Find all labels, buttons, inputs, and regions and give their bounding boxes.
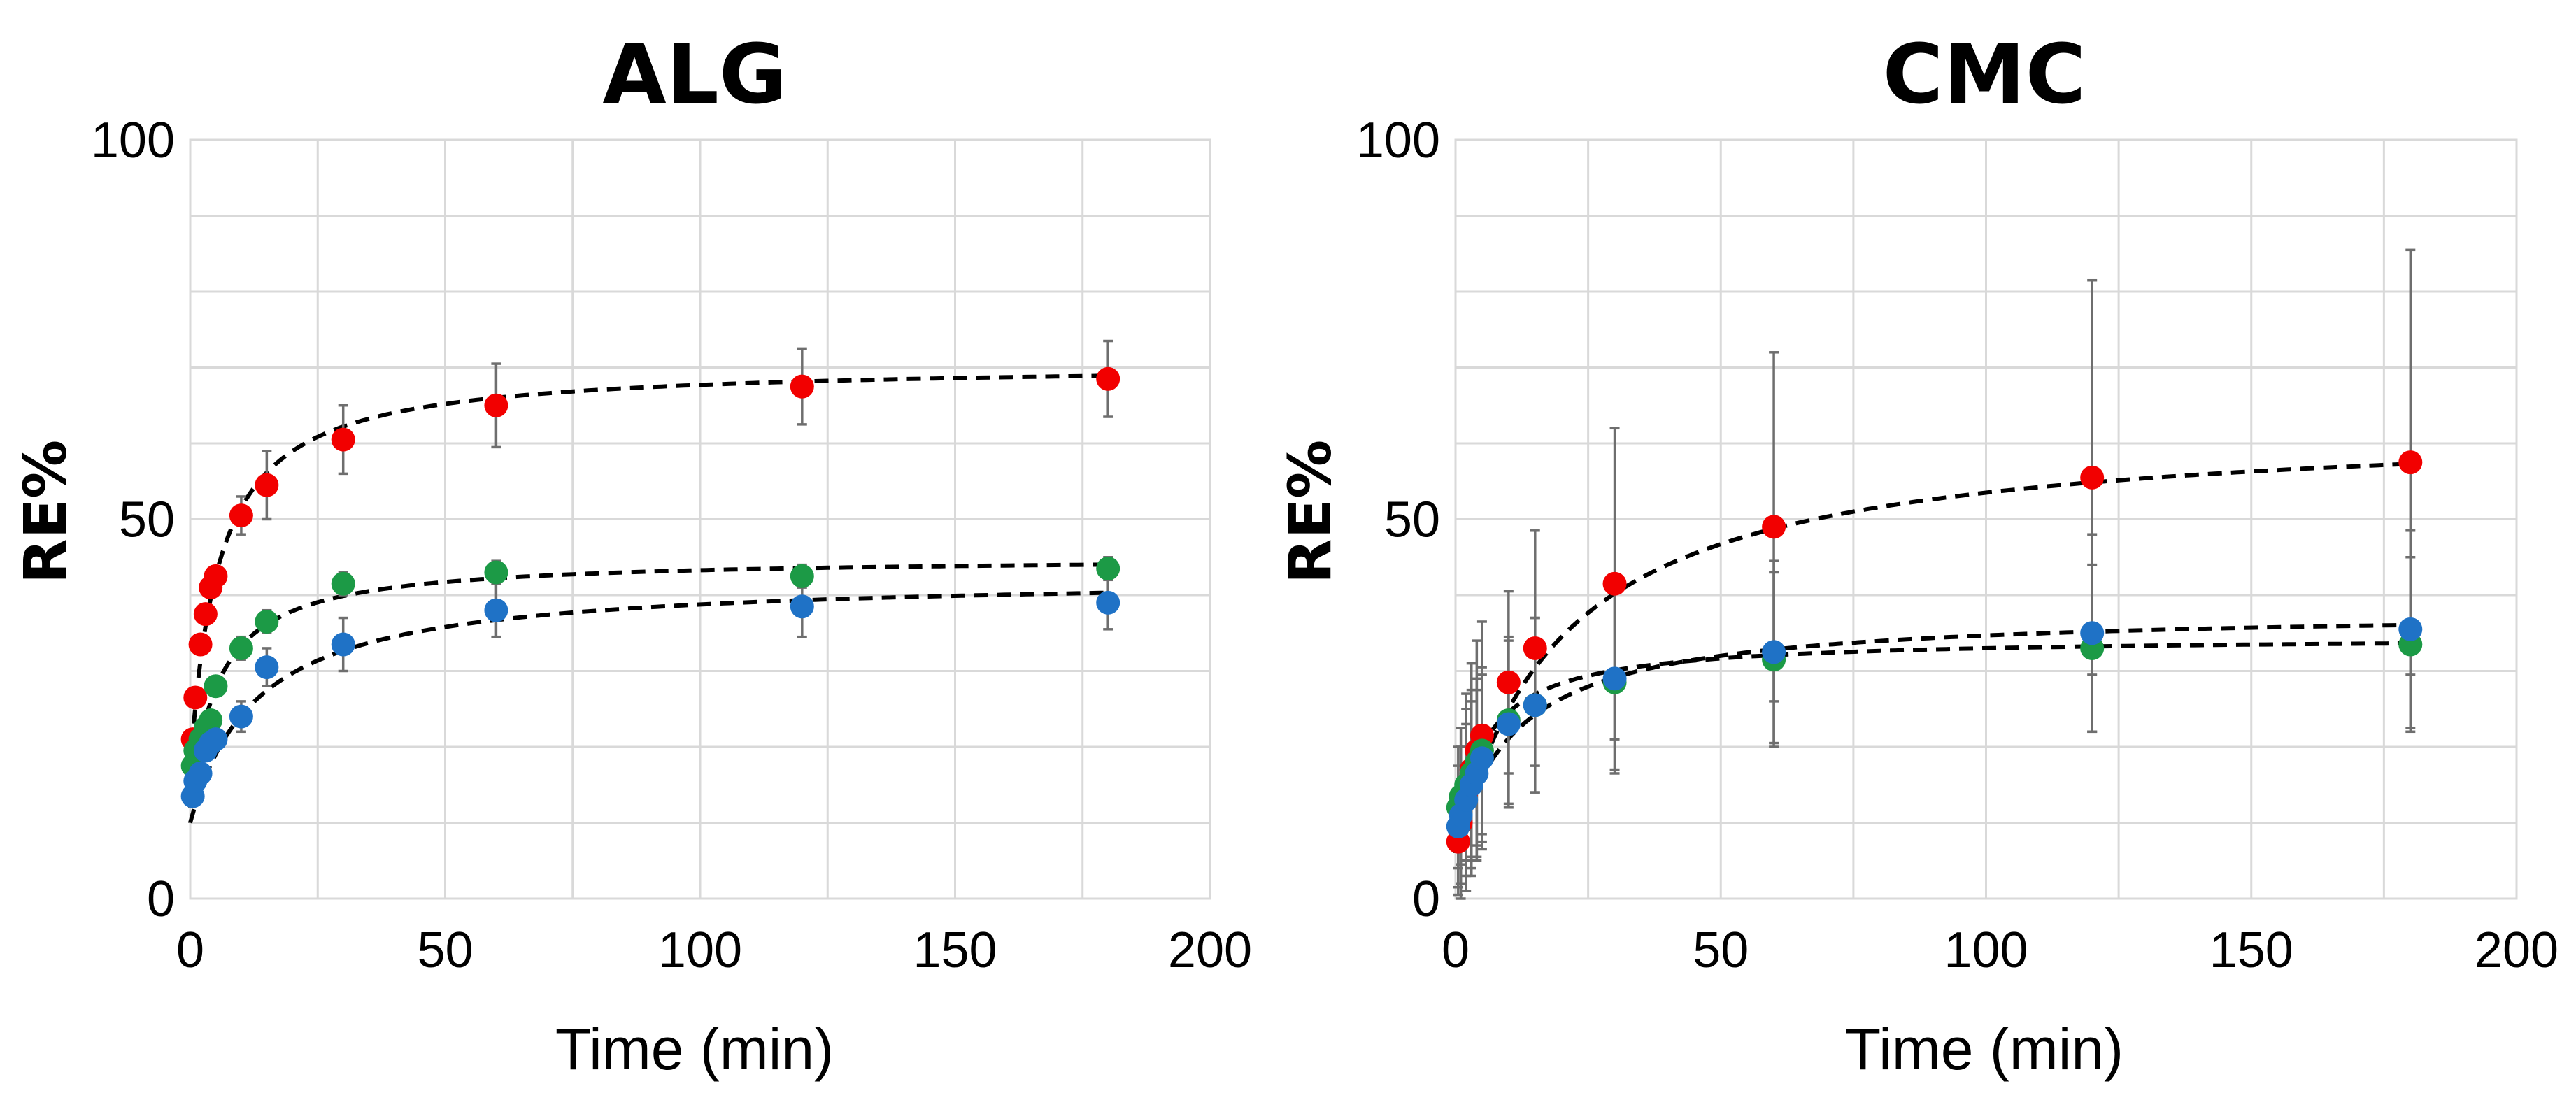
cmc-error-bars bbox=[1453, 248, 2416, 900]
alg-point-group-3 bbox=[188, 761, 213, 785]
cmc-fit-curve-group-2 bbox=[1453, 641, 2411, 838]
alg-point-group-1 bbox=[484, 393, 508, 417]
cmc-x-tick-label: 0 bbox=[1442, 922, 1470, 978]
cmc-x-axis-label: Time (min) bbox=[1845, 1016, 2123, 1082]
alg-point-group-3 bbox=[331, 632, 355, 657]
cmc-y-tick-label: 100 bbox=[1356, 113, 1440, 169]
alg-y-tick-label: 50 bbox=[119, 492, 175, 548]
cmc-point-group-1 bbox=[1496, 670, 1521, 694]
cmc-point-group-1 bbox=[2398, 450, 2423, 475]
cmc-fit-curve-group-1 bbox=[1453, 462, 2411, 854]
cmc-point-group-3 bbox=[2398, 617, 2423, 641]
cmc-point-group-1 bbox=[1523, 636, 1547, 660]
alg-point-group-3 bbox=[1096, 590, 1120, 615]
alg-point-group-2 bbox=[229, 636, 253, 660]
cmc-x-tick-label: 200 bbox=[2475, 922, 2559, 978]
alg-point-group-2 bbox=[331, 571, 355, 596]
alg-x-axis-label: Time (min) bbox=[555, 1016, 834, 1082]
cmc-fit-curve-group-3 bbox=[1453, 622, 2411, 846]
alg-point-group-3 bbox=[790, 594, 814, 619]
alg-point-group-2 bbox=[199, 708, 223, 733]
alg-point-group-2 bbox=[1096, 557, 1120, 581]
alg-point-group-1 bbox=[193, 602, 218, 627]
cmc-plot-frame bbox=[1454, 138, 2518, 900]
cmc-y-tick-label: 50 bbox=[1384, 492, 1440, 548]
cmc-point-group-1 bbox=[1602, 571, 1627, 596]
alg-point-group-3 bbox=[204, 727, 228, 752]
alg-x-tick-label: 150 bbox=[913, 922, 997, 978]
alg-chart-title: ALG bbox=[602, 26, 786, 122]
alg-plot-frame bbox=[189, 138, 1211, 900]
cmc-chart-panel: CMC Time (min) RE% 0 50 100 0 50 100 150 200 bbox=[1276, 26, 2559, 1082]
alg-point-group-3 bbox=[484, 598, 508, 622]
cmc-point-group-3 bbox=[1496, 712, 1521, 736]
cmc-fit-curves bbox=[1453, 462, 2411, 854]
alg-x-tick-label: 200 bbox=[1168, 922, 1252, 978]
alg-point-group-1 bbox=[188, 632, 213, 657]
cmc-chart-title: CMC bbox=[1883, 26, 2086, 122]
alg-chart-panel: ALG Time (min) RE% 0 50 100 0 50 100 150 200 bbox=[11, 26, 1252, 1082]
alg-point-group-2 bbox=[204, 674, 228, 699]
cmc-point-group-3 bbox=[1602, 666, 1627, 691]
cmc-y-axis-label: RE% bbox=[1276, 440, 1344, 584]
alg-fit-curve-group-1 bbox=[188, 373, 1109, 770]
alg-point-group-2 bbox=[255, 609, 279, 634]
alg-data-points bbox=[180, 366, 1120, 808]
cmc-x-tick-label: 50 bbox=[1693, 922, 1749, 978]
cmc-point-group-1 bbox=[1762, 515, 1786, 539]
alg-point-group-3 bbox=[229, 704, 253, 729]
alg-point-group-1 bbox=[255, 473, 279, 497]
alg-point-group-1 bbox=[183, 685, 208, 710]
alg-point-group-1 bbox=[1096, 366, 1120, 391]
cmc-grid bbox=[1454, 138, 2518, 900]
cmc-data-points bbox=[1446, 450, 2423, 854]
alg-y-axis-label: RE% bbox=[11, 440, 80, 584]
alg-point-group-2 bbox=[790, 564, 814, 588]
alg-x-tick-label: 0 bbox=[176, 922, 204, 978]
cmc-point-group-3 bbox=[2080, 621, 2105, 645]
alg-point-group-2 bbox=[484, 560, 508, 585]
alg-tick-labels: 0 50 100 0 50 100 150 200 bbox=[91, 113, 1252, 978]
alg-x-tick-label: 50 bbox=[417, 922, 473, 978]
alg-point-group-1 bbox=[790, 374, 814, 399]
alg-point-group-1 bbox=[229, 503, 253, 528]
alg-point-group-1 bbox=[331, 427, 355, 452]
alg-y-tick-label: 100 bbox=[91, 113, 175, 169]
cmc-tick-labels: 0 50 100 0 50 100 150 200 bbox=[1356, 113, 2559, 978]
alg-y-tick-label: 0 bbox=[147, 871, 175, 927]
alg-point-group-1 bbox=[204, 564, 228, 588]
alg-point-group-3 bbox=[255, 655, 279, 680]
alg-fit-curve-group-2 bbox=[188, 562, 1109, 808]
cmc-x-tick-label: 100 bbox=[1944, 922, 2028, 978]
alg-grid bbox=[189, 138, 1211, 900]
cmc-point-group-3 bbox=[1470, 746, 1494, 771]
alg-error-bars bbox=[187, 339, 1113, 806]
cmc-x-tick-label: 150 bbox=[2209, 922, 2293, 978]
cmc-point-group-3 bbox=[1523, 693, 1547, 717]
cmc-point-group-3 bbox=[1762, 640, 1786, 664]
cmc-point-group-1 bbox=[2080, 465, 2105, 490]
alg-x-tick-label: 100 bbox=[658, 922, 742, 978]
cmc-y-tick-label: 0 bbox=[1412, 871, 1440, 927]
alg-fit-curve-group-3 bbox=[188, 590, 1109, 824]
